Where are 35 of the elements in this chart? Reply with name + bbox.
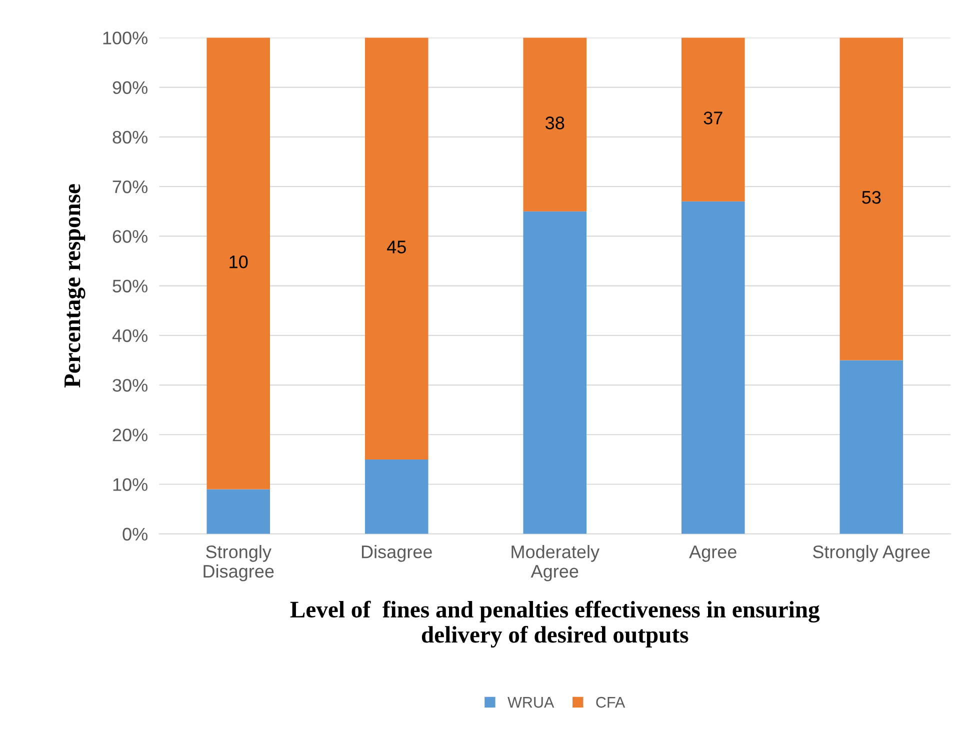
- y-tick-label: 20%: [112, 428, 148, 442]
- y-tick-label: 0%: [122, 528, 148, 541]
- y-tick-label: 50%: [112, 280, 148, 292]
- x-axis-title: Level of fines and penalties effectiveness in ensuring delivery of desired outputs: [290, 600, 820, 648]
- bar: [206, 489, 270, 534]
- x-tick-label: Disagree: [362, 544, 432, 562]
- y-tick-label: 30%: [112, 378, 148, 392]
- legend-label: WRUA: [508, 697, 554, 708]
- bar: [840, 360, 904, 534]
- bar: [206, 38, 270, 490]
- y-tick-label: 90%: [112, 81, 148, 94]
- bar: [681, 201, 745, 534]
- y-tick-label: 40%: [112, 329, 148, 342]
- bar: [840, 38, 904, 360]
- y-tick-label: 10%: [113, 478, 148, 491]
- legend-label: CFA: [596, 696, 626, 708]
- annotation: 38: [546, 116, 564, 130]
- y-tick-label: 70%: [112, 180, 148, 194]
- y-tick-label: 100%: [103, 32, 148, 44]
- x-tick-label: Strongly Disagree: [204, 544, 274, 582]
- bar: [523, 211, 587, 534]
- y-axis-title: Percentage response: [64, 184, 86, 388]
- bar: [681, 38, 745, 202]
- x-tick-label: Moderately Agree: [512, 544, 600, 582]
- annotation: 37: [704, 112, 722, 124]
- annotation: 45: [386, 240, 406, 254]
- x-tick-label: Agree: [689, 546, 736, 562]
- y-tick-label: 80%: [112, 130, 148, 144]
- annotation: 10: [230, 255, 248, 268]
- bar: [364, 38, 428, 460]
- y-tick-label: 60%: [112, 230, 148, 243]
- x-tick-label: Strongly Agree: [813, 544, 930, 562]
- bar: [364, 459, 428, 534]
- bar: [523, 38, 587, 212]
- annotation: 53: [862, 190, 881, 204]
